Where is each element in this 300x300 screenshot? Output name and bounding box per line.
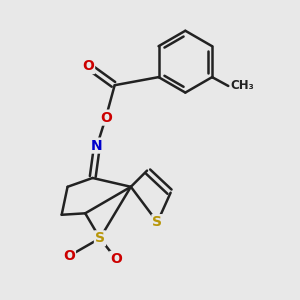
Text: S: S (95, 231, 105, 245)
Text: CH₃: CH₃ (231, 80, 254, 92)
Text: O: O (110, 252, 122, 266)
Text: O: O (82, 59, 94, 73)
Text: N: N (91, 139, 103, 153)
Text: O: O (63, 249, 75, 263)
Text: S: S (152, 215, 162, 229)
Text: O: O (100, 111, 112, 124)
